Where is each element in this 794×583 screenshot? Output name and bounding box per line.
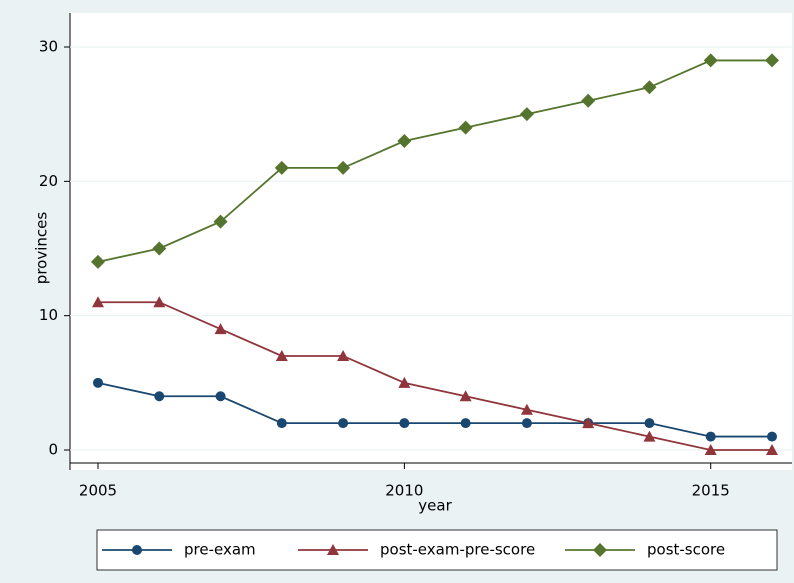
marker bbox=[397, 134, 412, 149]
series-line bbox=[97, 59, 772, 263]
marker bbox=[398, 376, 411, 388]
marker bbox=[705, 431, 716, 442]
marker bbox=[582, 417, 595, 429]
marker bbox=[643, 430, 656, 442]
marker bbox=[581, 93, 596, 108]
legend bbox=[96, 529, 778, 571]
marker bbox=[336, 160, 351, 175]
marker bbox=[276, 418, 287, 429]
marker bbox=[338, 418, 349, 429]
marker bbox=[274, 160, 289, 175]
plot-area bbox=[70, 13, 792, 470]
marker bbox=[152, 241, 167, 256]
y-tick-label: 10 bbox=[39, 306, 58, 324]
series-line bbox=[98, 301, 772, 451]
marker bbox=[91, 254, 105, 269]
marker bbox=[132, 545, 142, 555]
y-axis-label: provinces bbox=[33, 212, 51, 285]
marker bbox=[766, 444, 778, 455]
marker bbox=[459, 390, 472, 402]
marker bbox=[519, 107, 534, 122]
x-tick-label: 2010 bbox=[385, 482, 423, 500]
marker bbox=[703, 53, 718, 68]
legend-label: pre-exam bbox=[184, 541, 256, 559]
x-tick-label: 2005 bbox=[79, 482, 117, 500]
marker bbox=[644, 418, 655, 429]
marker bbox=[704, 444, 717, 455]
x-tick-label: 2015 bbox=[692, 482, 730, 500]
y-tick-label: 30 bbox=[39, 38, 58, 56]
marker bbox=[593, 543, 607, 557]
marker bbox=[520, 403, 533, 415]
x-axis-label: year bbox=[418, 497, 452, 515]
marker bbox=[153, 296, 166, 308]
marker bbox=[337, 349, 350, 361]
legend-label: post-score bbox=[647, 541, 725, 559]
marker bbox=[275, 349, 288, 361]
marker bbox=[399, 418, 410, 429]
marker bbox=[92, 296, 104, 308]
marker bbox=[458, 120, 473, 135]
marker bbox=[327, 544, 339, 555]
marker bbox=[215, 391, 226, 402]
marker bbox=[154, 391, 165, 402]
series-line bbox=[97, 381, 772, 438]
marker bbox=[521, 418, 532, 429]
marker bbox=[460, 418, 471, 429]
marker bbox=[767, 431, 777, 442]
y-tick-label: 20 bbox=[39, 172, 58, 190]
y-tick-label: 0 bbox=[48, 441, 58, 459]
marker bbox=[93, 377, 103, 388]
marker bbox=[765, 53, 779, 68]
marker bbox=[642, 80, 657, 95]
marker bbox=[214, 323, 227, 335]
marker bbox=[213, 214, 228, 229]
legend-label: post-exam-pre-score bbox=[380, 541, 535, 559]
